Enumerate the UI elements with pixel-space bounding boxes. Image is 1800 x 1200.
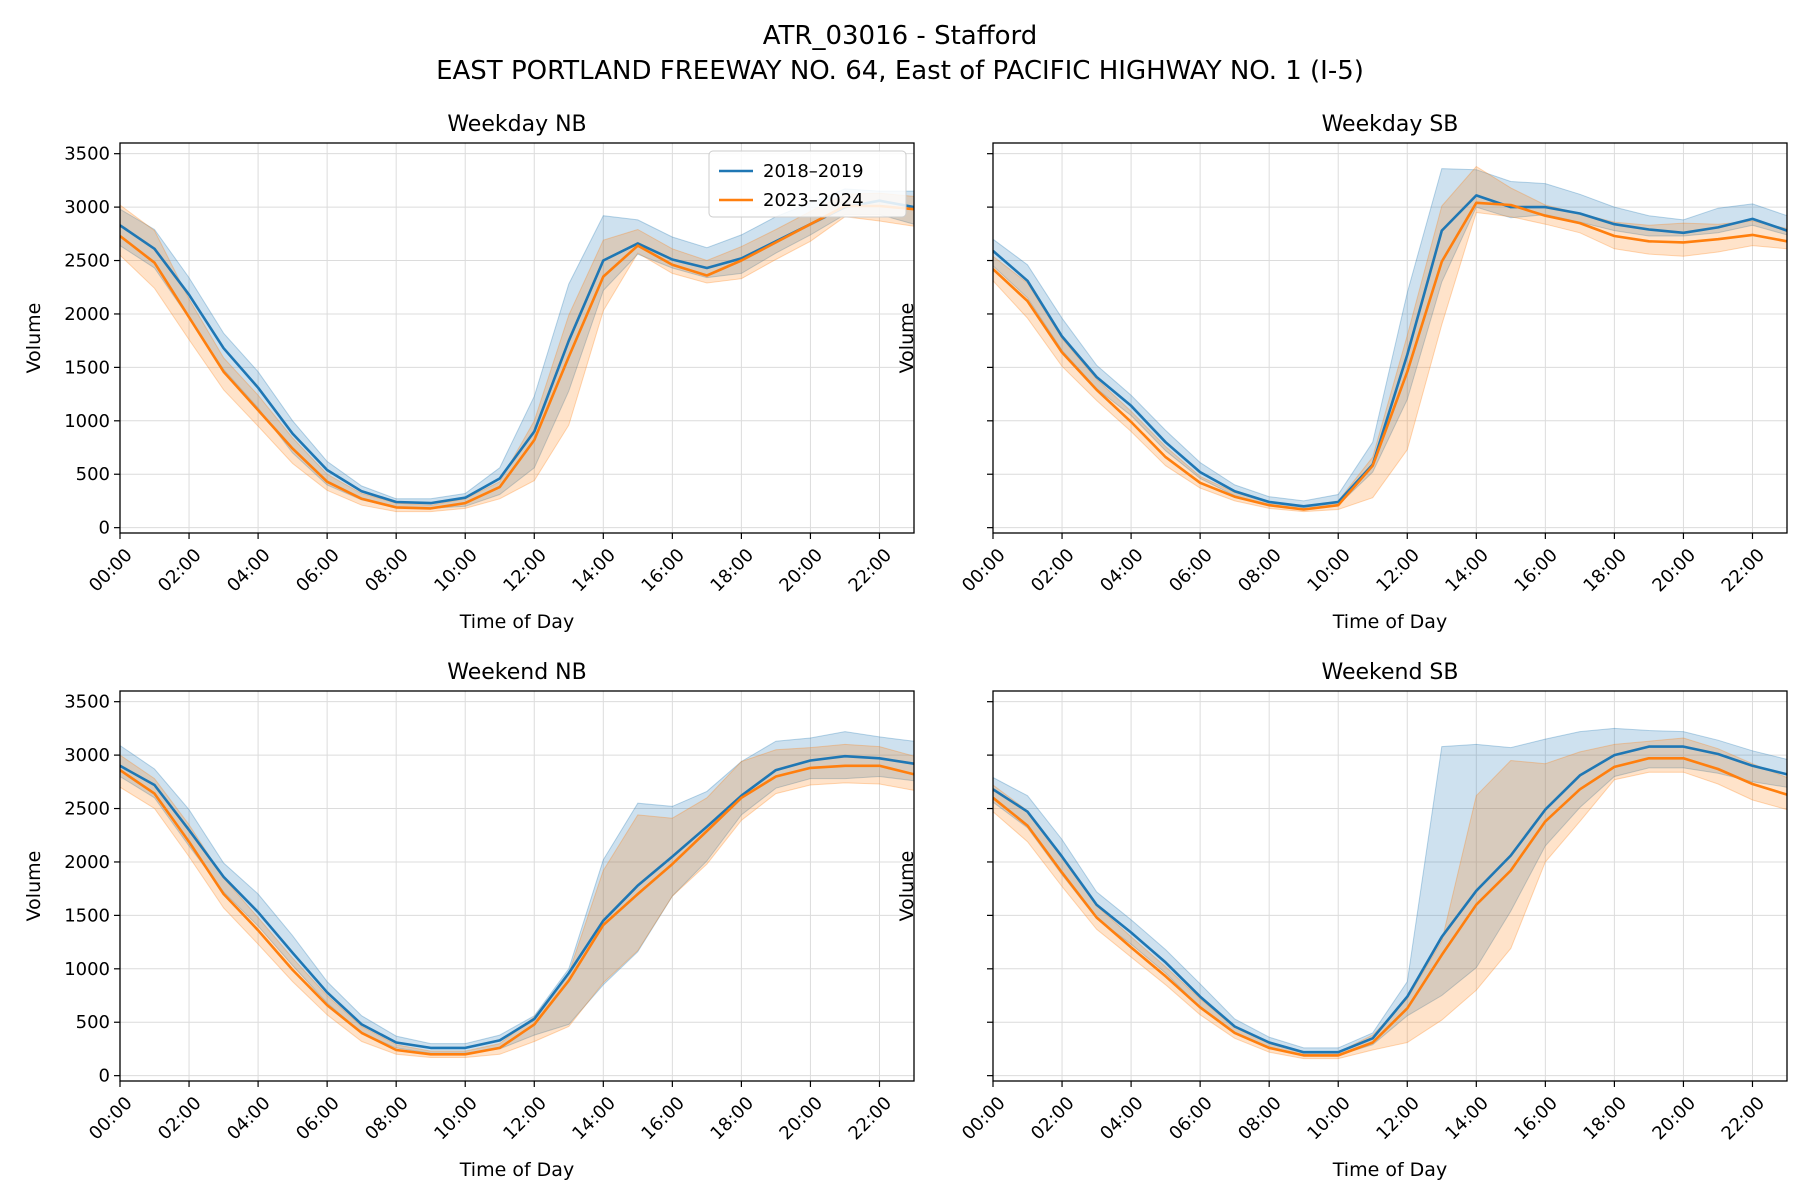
panel-title: Weekend SB xyxy=(1322,660,1459,685)
axes-frame xyxy=(992,142,1788,534)
y-axis-label: Volume xyxy=(23,303,45,374)
y-tick-label: 2000 xyxy=(64,304,110,325)
y-tick-label: 3500 xyxy=(64,144,110,165)
series-line-2 xyxy=(120,764,914,1056)
y-tick-label: 3500 xyxy=(64,692,110,713)
plot-area xyxy=(993,727,1787,1060)
axes-frame xyxy=(119,690,915,1082)
y-tick-label: 3000 xyxy=(64,745,110,766)
y-axis-label: Volume xyxy=(896,303,918,374)
legend: 2018–2019 2023–2024 xyxy=(708,150,907,218)
y-tick-label: 0 xyxy=(99,1066,110,1087)
series-line-2 xyxy=(993,757,1787,1057)
legend-label: 2018–2019 xyxy=(763,161,864,182)
x-axis-label: Time of Day xyxy=(1332,1159,1447,1181)
panel-title: Weekend NB xyxy=(447,660,586,685)
y-tick-label: 1000 xyxy=(64,411,110,432)
y-tick-label: 500 xyxy=(76,464,110,485)
panel-title: Weekday NB xyxy=(447,112,586,137)
x-axis-label: Time of Day xyxy=(459,611,574,633)
y-axis-label: Volume xyxy=(23,851,45,922)
plot-area xyxy=(120,731,914,1058)
plot-area xyxy=(993,165,1787,513)
legend-box xyxy=(708,150,907,218)
y-tick-label: 2500 xyxy=(64,799,110,820)
axes-frame xyxy=(992,690,1788,1082)
series-line-2 xyxy=(120,204,914,510)
series-line-1 xyxy=(993,194,1787,508)
x-axis-label: Time of Day xyxy=(1332,611,1447,633)
y-axis-label: Volume xyxy=(896,851,918,922)
y-tick-label: 2500 xyxy=(64,251,110,272)
plot-area xyxy=(120,188,914,513)
axes-frame xyxy=(119,142,915,534)
y-tick-label: 2000 xyxy=(64,852,110,873)
panel-title: Weekday SB xyxy=(1322,112,1459,137)
y-tick-label: 3000 xyxy=(64,197,110,218)
legend-label: 2023–2024 xyxy=(763,190,864,211)
series-line-2 xyxy=(993,201,1787,511)
y-tick-label: 1000 xyxy=(64,959,110,980)
figure-subtitle: EAST PORTLAND FREEWAY NO. 64, East of PA… xyxy=(436,56,1364,86)
y-tick-label: 500 xyxy=(76,1012,110,1033)
series-line-1 xyxy=(120,754,914,1050)
figure-title: ATR_03016 - Stafford xyxy=(763,21,1038,51)
x-axis-label: Time of Day xyxy=(459,1159,574,1181)
y-tick-label: 1500 xyxy=(64,357,110,378)
series-line-1 xyxy=(993,745,1787,1054)
y-tick-label: 0 xyxy=(99,518,110,539)
y-tick-label: 1500 xyxy=(64,905,110,926)
